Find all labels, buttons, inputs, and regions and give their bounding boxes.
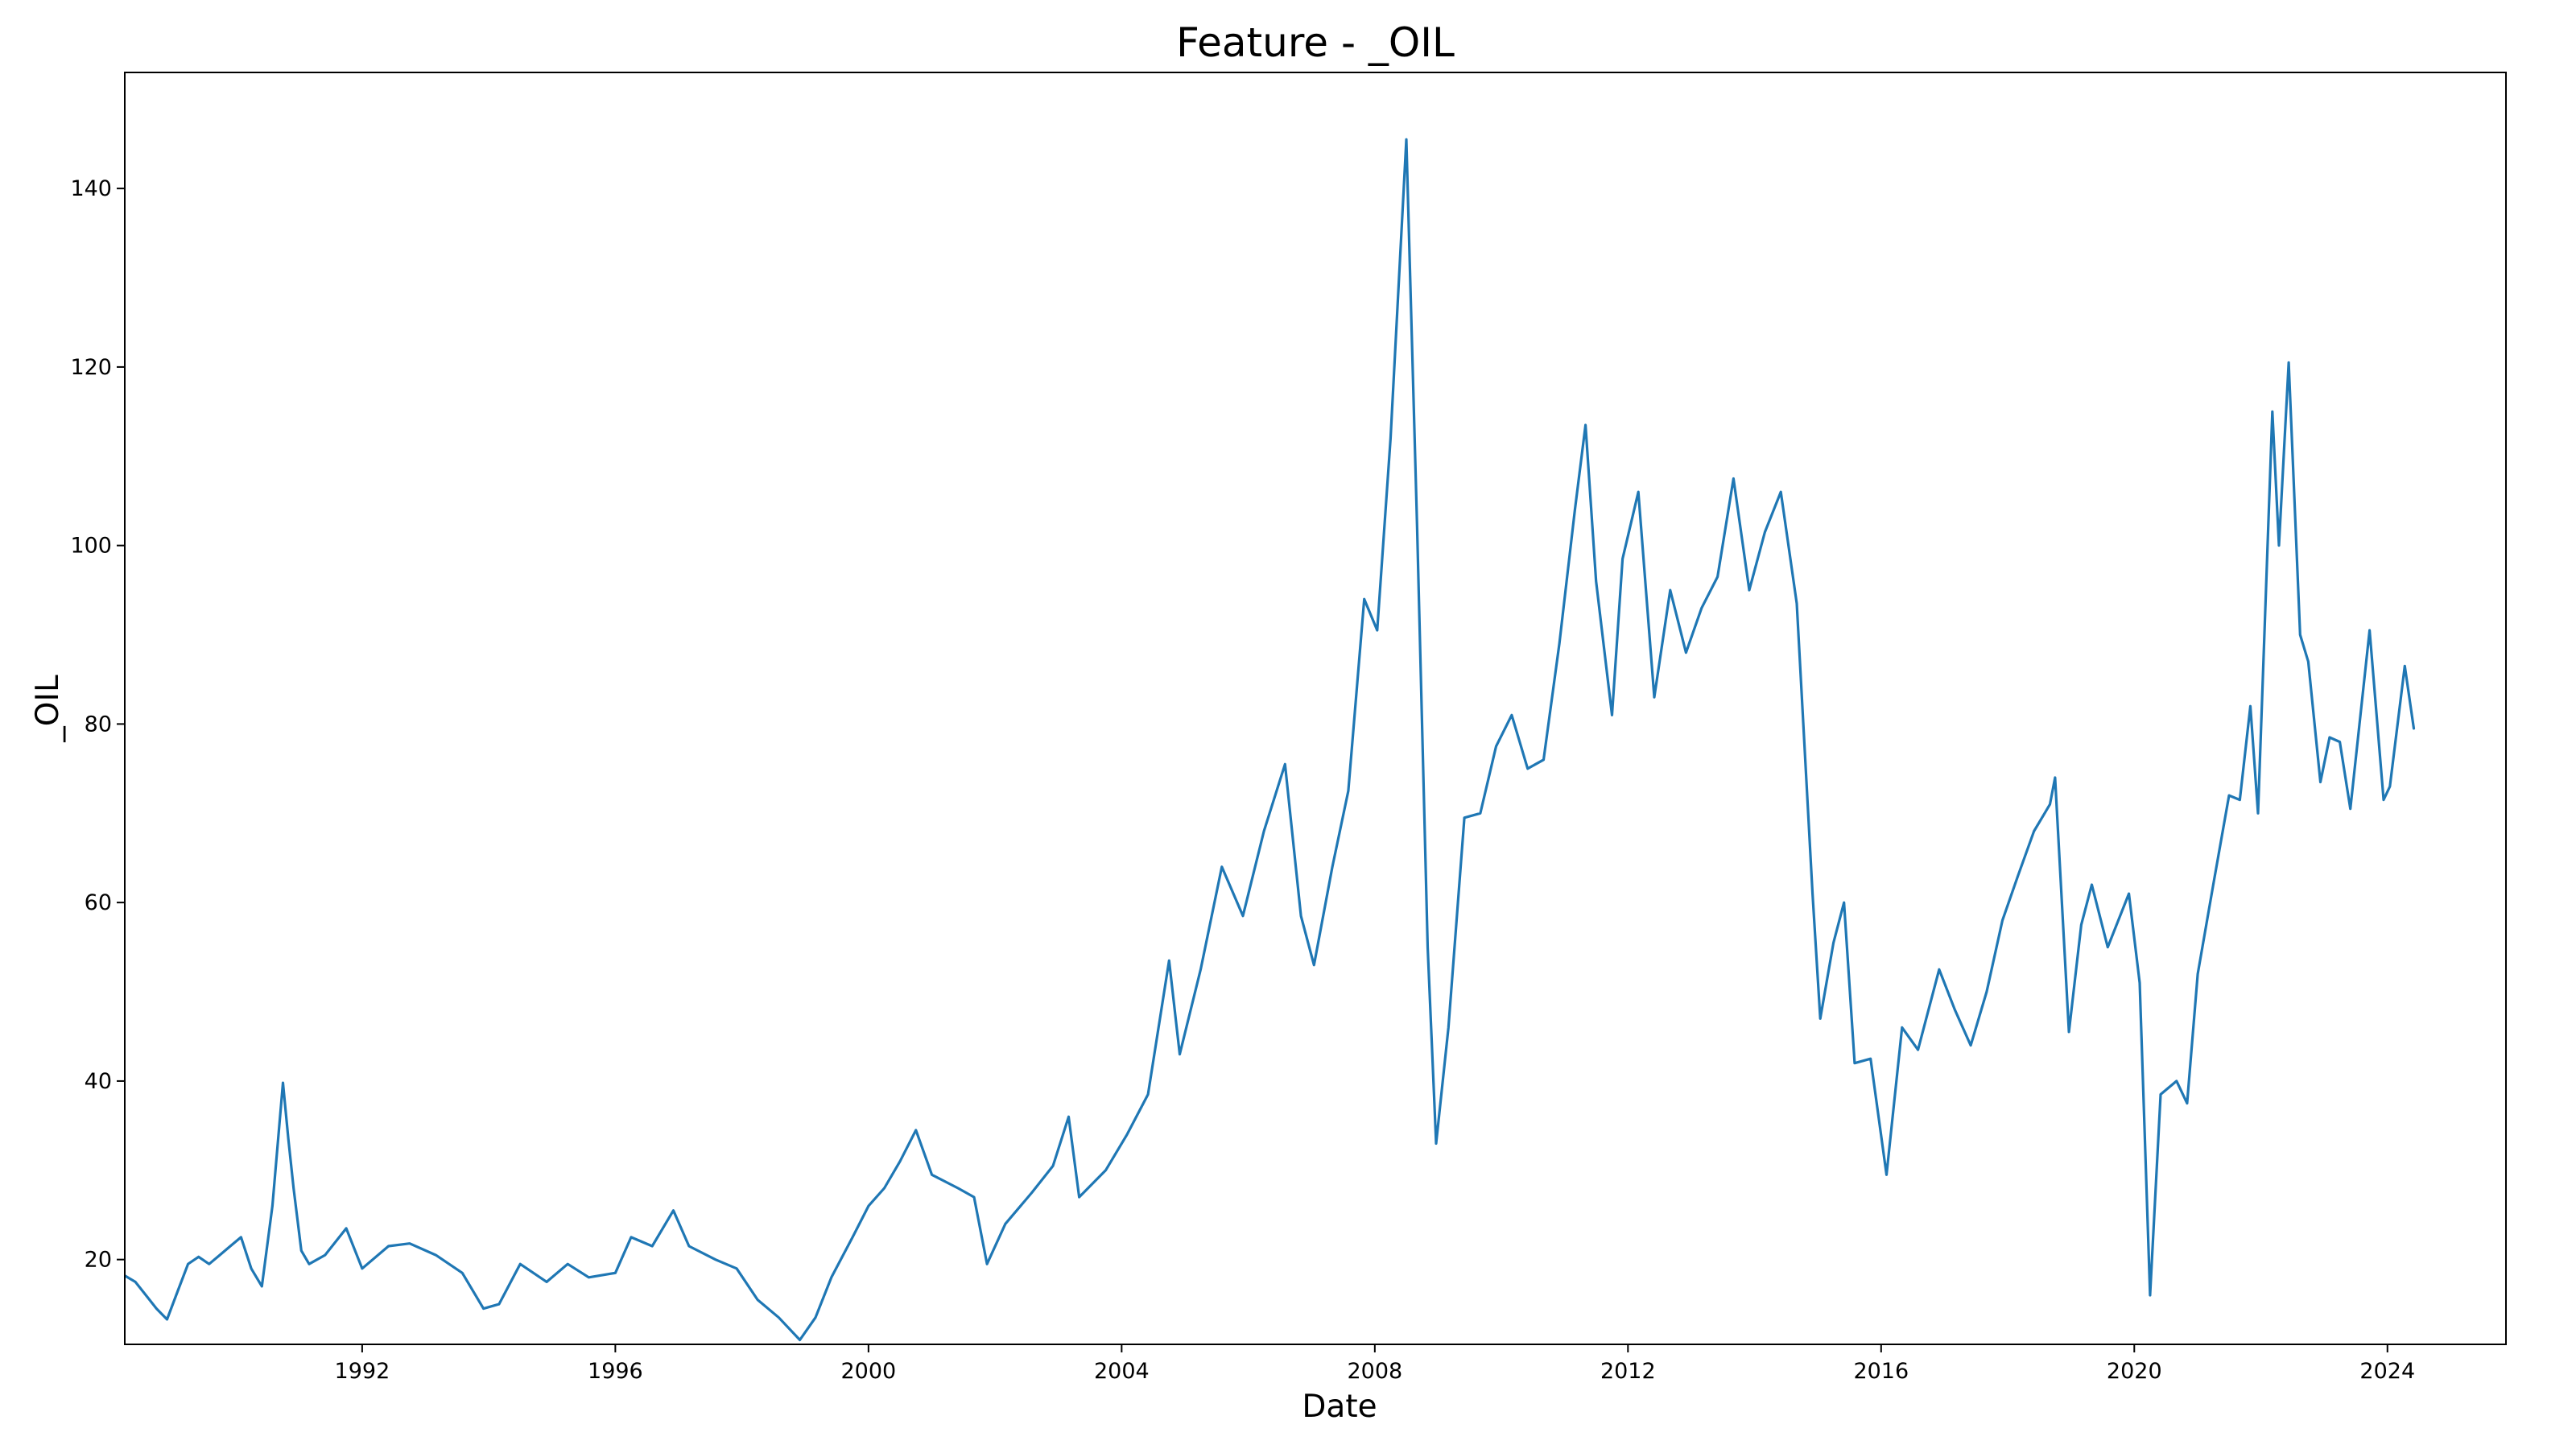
y-tick-label: 140	[70, 176, 112, 201]
x-tick-label: 2024	[2359, 1359, 2415, 1384]
y-tick-label: 100	[70, 534, 112, 559]
chart-title: Feature - _OIL	[1176, 19, 1455, 66]
y-axis: 20 40 60 80 100 120 140	[70, 176, 125, 1273]
x-axis-label: Date	[1302, 1389, 1377, 1425]
x-tick-label: 1996	[588, 1359, 643, 1384]
x-tick-label: 2000	[841, 1359, 897, 1384]
y-tick-label: 40	[85, 1069, 112, 1094]
x-tick-label: 2004	[1094, 1359, 1150, 1384]
y-tick-label: 60	[85, 890, 112, 915]
plot-area	[125, 138, 2416, 1342]
x-tick-label: 2020	[2107, 1359, 2162, 1384]
series-line-oil	[125, 138, 2416, 1342]
x-tick-label: 2012	[1600, 1359, 1656, 1384]
x-axis: 1992 1996 2000 2004 2008 2012 2016 2020 2024	[335, 1344, 2415, 1384]
x-tick-label: 2016	[1853, 1359, 1909, 1384]
x-tick-label: 1992	[335, 1359, 390, 1384]
y-tick-label: 120	[70, 355, 112, 380]
y-axis-label: _OIL	[30, 675, 66, 743]
plot-frame	[124, 72, 2507, 1345]
x-tick-label: 2008	[1347, 1359, 1402, 1384]
y-tick-label: 80	[85, 712, 112, 737]
y-tick-label: 20	[85, 1248, 112, 1273]
